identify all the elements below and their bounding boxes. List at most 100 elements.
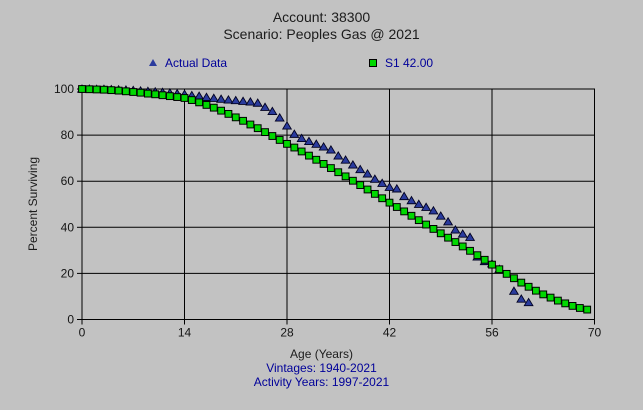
s1-curve-point bbox=[524, 282, 533, 291]
legend-label-actual-data: Actual Data bbox=[165, 55, 228, 70]
vintages-note: Vintages: 1940-2021 bbox=[266, 361, 377, 375]
x-tick-label: 0 bbox=[79, 326, 86, 340]
s1-curve-point bbox=[231, 113, 240, 122]
s1-curve-point bbox=[334, 168, 343, 177]
x-tick-label: 28 bbox=[280, 326, 294, 340]
activity-years-note: Activity Years: 1997-2021 bbox=[253, 375, 390, 389]
s1-curve-point bbox=[100, 85, 108, 94]
s1-curve-point bbox=[466, 246, 474, 255]
s1-curve-point bbox=[187, 96, 196, 104]
actual-data-point bbox=[325, 144, 337, 154]
s1-curve-point bbox=[202, 101, 211, 109]
s1-curve-point bbox=[407, 211, 416, 220]
actual-data-point bbox=[442, 216, 454, 226]
s1-curve-point bbox=[268, 132, 277, 140]
actual-data-point bbox=[428, 205, 439, 215]
s1-curve-point bbox=[356, 181, 365, 190]
x-tick-label: 70 bbox=[588, 326, 602, 340]
y-tick-label: 80 bbox=[61, 128, 75, 142]
chart-subtitle: Scenario: Peoples Gas @ 2021 bbox=[223, 26, 420, 42]
actual-data-point bbox=[311, 139, 322, 148]
plot-frame bbox=[81, 88, 595, 320]
actual-data-point bbox=[435, 211, 446, 220]
s1-curve-point bbox=[575, 304, 584, 312]
s1-curve-point bbox=[568, 302, 577, 310]
s1-curve-point bbox=[532, 286, 540, 295]
actual-data-point bbox=[267, 106, 278, 116]
s1-curve-point bbox=[553, 296, 562, 305]
s1-curve-point bbox=[495, 265, 504, 274]
actual-data-point bbox=[523, 297, 534, 307]
actual-data-point bbox=[391, 183, 402, 193]
s1-curve-point bbox=[327, 164, 335, 172]
s1-curve-point bbox=[546, 293, 555, 302]
s1-curve-point bbox=[436, 229, 445, 238]
s1-curve-point bbox=[319, 160, 328, 168]
s1-curve-point bbox=[348, 176, 357, 185]
y-tick-label: 20 bbox=[61, 266, 75, 280]
s1-curve-point bbox=[158, 91, 167, 100]
x-axis-label: Age (Years) bbox=[290, 347, 353, 361]
actual-data-point bbox=[318, 141, 329, 151]
s1-curve-point bbox=[151, 90, 160, 99]
s1-curve-point bbox=[370, 189, 379, 198]
s1-curve-point bbox=[180, 94, 189, 102]
y-tick-label: 40 bbox=[61, 220, 75, 234]
s1-curve-point bbox=[422, 220, 431, 229]
y-tick-label: 100 bbox=[54, 82, 74, 96]
s1-curve-point bbox=[114, 86, 123, 95]
s1-curve-point bbox=[458, 242, 467, 251]
actual-data-point bbox=[421, 202, 432, 211]
s1-curve-point bbox=[92, 85, 101, 94]
square-marker-icon bbox=[369, 58, 377, 67]
actual-data-point bbox=[355, 164, 366, 174]
y-axis-label: Percent Surviving bbox=[26, 156, 40, 252]
title-block: Account: 38300 Scenario: Peoples Gas @ 2… bbox=[0, 9, 643, 43]
s1-curve-point bbox=[275, 136, 284, 144]
actual-data-point bbox=[340, 155, 351, 164]
actual-data-point bbox=[406, 195, 417, 205]
triangle-marker-icon bbox=[149, 59, 157, 66]
s1-curve-point bbox=[122, 87, 130, 96]
x-tick-label: 14 bbox=[178, 326, 192, 340]
s1-curve-point bbox=[195, 98, 204, 107]
actual-data-point bbox=[281, 121, 293, 130]
actual-data-point bbox=[362, 168, 373, 178]
s1-curve-point bbox=[305, 151, 313, 160]
actual-data-point bbox=[303, 136, 315, 145]
s1-curve-point bbox=[246, 120, 255, 129]
s1-curve-point bbox=[297, 147, 306, 156]
actual-data-point bbox=[369, 174, 380, 183]
s1-curve-point bbox=[253, 124, 262, 133]
actual-data-point bbox=[464, 232, 476, 241]
s1-curve-point bbox=[165, 92, 174, 101]
legend-label-s1-curve: S1 42.00 bbox=[385, 55, 434, 70]
s1-curve-point bbox=[224, 109, 233, 118]
actual-data-point bbox=[347, 159, 358, 169]
actual-data-point bbox=[296, 133, 307, 142]
y-tick-label: 0 bbox=[67, 313, 74, 327]
s1-curve-point bbox=[107, 86, 116, 95]
s1-curve-point bbox=[173, 93, 182, 101]
s1-curve-point bbox=[312, 155, 321, 164]
s1-curve-point bbox=[129, 88, 138, 96]
s1-curve-point bbox=[539, 290, 548, 299]
s1-curve-point bbox=[143, 89, 152, 98]
s1-curve-point bbox=[261, 128, 269, 137]
s1-curve-point bbox=[363, 185, 372, 194]
actual-data-point bbox=[216, 94, 227, 103]
x-tick-label: 56 bbox=[485, 326, 499, 340]
s1-curve-point bbox=[517, 278, 526, 287]
actual-data-point bbox=[245, 97, 256, 106]
actual-data-point bbox=[413, 199, 424, 208]
actual-data-point bbox=[208, 93, 219, 102]
actual-data-point bbox=[508, 286, 520, 295]
s1-curve-point bbox=[239, 116, 247, 125]
s1-curve-point bbox=[290, 143, 299, 152]
s1-curve-point bbox=[583, 305, 592, 314]
s1-curve-point bbox=[480, 255, 489, 264]
actual-data-point bbox=[223, 94, 234, 104]
s1-curve-point bbox=[488, 260, 496, 269]
